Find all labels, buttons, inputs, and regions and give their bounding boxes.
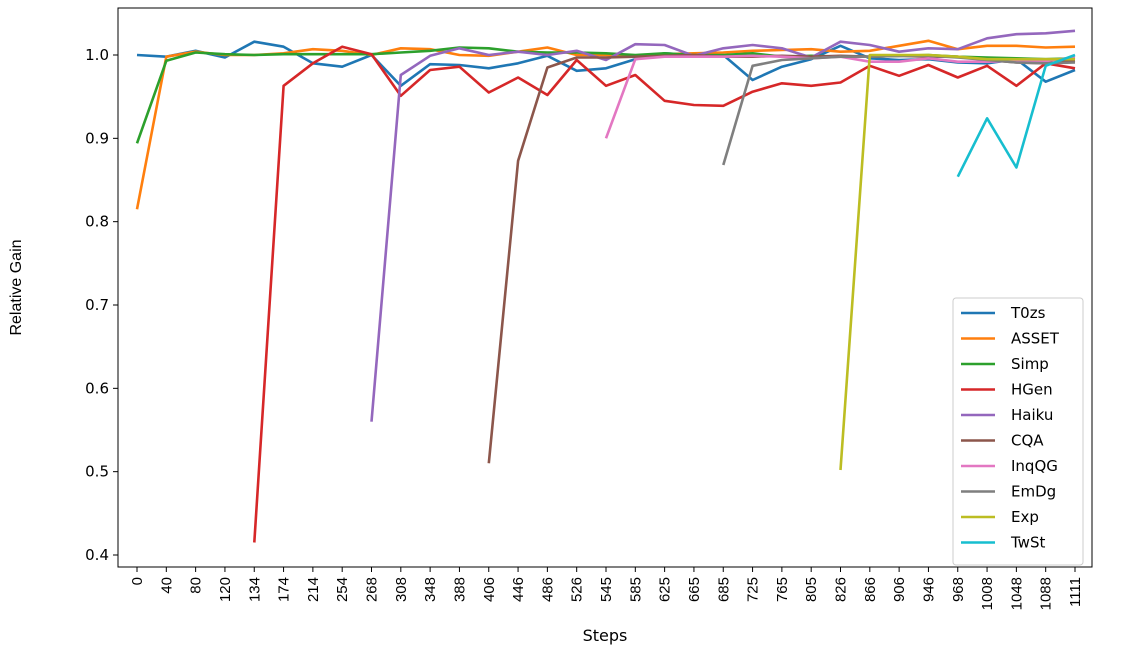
legend-label: Haiku [1011,406,1053,424]
legend: T0zs ASSET Simp HGen Haiku CQA InqQG EmDg Exp TwS… [952,297,1084,566]
legend-label: EmDg [1011,483,1056,501]
x-tick-label: 80 [188,577,205,594]
x-tick-label: 1048 [1008,577,1025,610]
x-tick-label: 388 [451,577,468,602]
x-tick-label: 906 [891,577,908,602]
x-axis: 0 40 80 120 134 174 214 254 268 308 348 388 406 446 48… [129,567,1084,610]
x-tick-label: 486 [539,577,556,602]
x-tick-label: 308 [393,577,410,602]
series-layer [135,29,1076,543]
x-axis-title: Steps [583,626,628,645]
y-axis: 0.4 0.5 0.6 0.7 0.8 0.9 1.0 [85,46,118,564]
legend-label: T0zs [1010,304,1046,322]
x-tick-label: 545 [598,577,615,602]
series-line-simp [135,46,1076,144]
x-tick-label: 134 [246,577,263,602]
legend-label: TwSt [1010,534,1045,552]
x-tick-label: 40 [158,577,175,594]
legend-label: Exp [1011,508,1039,526]
x-tick-label: 174 [276,577,293,602]
legend-label: CQA [1011,432,1044,450]
x-tick-label: 1008 [979,577,996,610]
x-tick-label: 968 [950,577,967,602]
x-tick-label: 826 [833,577,850,602]
y-tick-label: 0.9 [85,129,109,147]
legend-label: ASSET [1011,330,1060,348]
x-tick-label: 1088 [1038,577,1055,610]
x-tick-label: 526 [569,577,586,602]
y-tick-label: 0.6 [85,379,109,397]
x-tick-label: 0 [129,577,146,585]
x-tick-label: 866 [862,577,879,602]
x-tick-label: 805 [803,577,820,602]
x-tick-label: 585 [627,577,644,602]
legend-label: InqQG [1011,457,1058,475]
x-tick-label: 685 [715,577,732,602]
series-line-exp [839,53,1075,471]
series-line-haiku [370,29,1076,422]
x-tick-label: 254 [334,577,351,602]
x-tick-label: 725 [745,577,762,602]
x-tick-label: 765 [774,577,791,602]
series-line-twst [956,53,1076,178]
x-tick-label: 214 [305,577,322,602]
x-tick-label: 268 [364,577,381,602]
x-tick-label: 665 [686,577,703,602]
y-tick-label: 0.8 [85,213,109,231]
x-tick-label: 446 [510,577,527,602]
x-tick-label: 120 [217,577,234,602]
series-line-asset [135,39,1076,210]
legend-label: HGen [1011,381,1053,399]
series-line-hgen [253,45,1076,543]
y-tick-label: 0.5 [85,463,109,481]
legend-label: Simp [1011,355,1049,373]
x-tick-label: 1111 [1067,577,1084,607]
x-tick-label: 406 [481,577,498,602]
y-tick-label: 0.7 [85,296,109,314]
x-tick-label: 625 [657,577,674,602]
y-tick-label: 0.4 [85,546,109,564]
x-tick-label: 946 [920,577,937,602]
y-axis-title: Relative Gain [8,239,25,335]
plot-area-frame [117,7,1093,568]
y-tick-label: 1.0 [85,46,109,64]
series-line-inqqg [604,54,1076,139]
x-tick-label: 348 [422,577,439,602]
